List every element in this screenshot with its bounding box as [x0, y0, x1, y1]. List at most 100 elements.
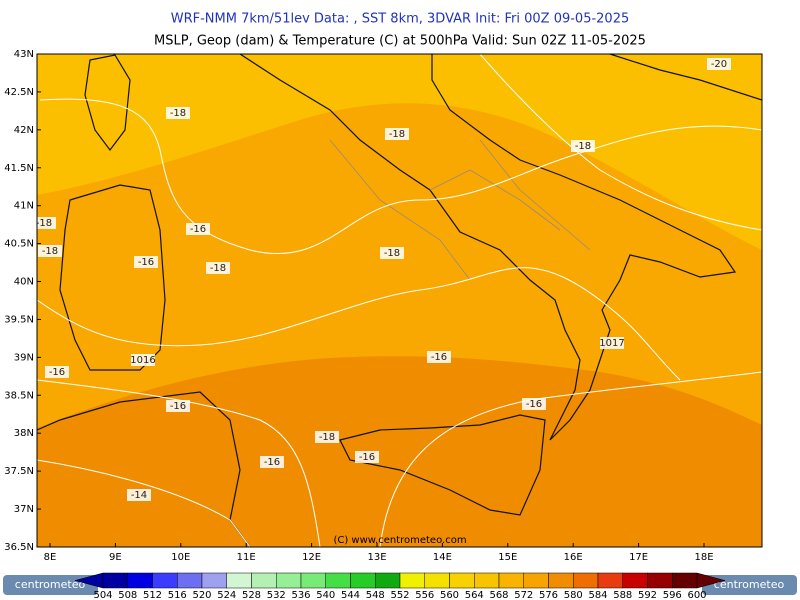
colorbar-label: 532 — [267, 590, 286, 600]
lon-label: 18E — [694, 552, 713, 563]
colorbar-label: 524 — [217, 590, 236, 600]
contour-label-bg — [37, 217, 56, 229]
coastline-italy — [239, 54, 737, 441]
lat-label: 42.5N — [4, 87, 34, 98]
colorbar-swatch — [474, 572, 500, 589]
colorbar-swatch — [127, 572, 153, 589]
colorbar-swatch — [548, 572, 574, 589]
lon-label: 14E — [433, 552, 452, 563]
colorbar-label: 504 — [93, 590, 112, 600]
contour-line — [37, 459, 251, 547]
contour-label: -18 — [384, 248, 400, 259]
colorbar-label: 552 — [390, 590, 409, 600]
contour-label-bg — [380, 247, 404, 259]
contour-label-bg — [45, 366, 69, 378]
lat-label: 37N — [14, 504, 34, 515]
contour-label-bg — [315, 431, 339, 443]
lon-label: 17E — [629, 552, 648, 563]
colorbar-swatch — [325, 572, 351, 589]
contour-label-bg — [131, 354, 155, 366]
contour-label-bg — [206, 262, 230, 274]
colorbar-label: 544 — [341, 590, 360, 600]
colorbar-label: 600 — [687, 590, 706, 600]
coastline-sicily — [339, 414, 546, 516]
contour-label: -18 — [389, 129, 405, 140]
contour-label-bg — [427, 351, 451, 363]
lon-label: 11E — [237, 552, 256, 563]
colorbar-label: 536 — [291, 590, 310, 600]
colorbar-label: 584 — [588, 590, 607, 600]
colorbar-swatch — [102, 572, 128, 589]
lat-label: 39.5N — [4, 314, 34, 325]
colorbar-label: 588 — [613, 590, 632, 600]
lat-label: 39N — [14, 352, 34, 363]
title-line2: MSLP, Geop (dam) & Temperature (C) at 50… — [154, 34, 646, 49]
contour-label-bg — [166, 107, 190, 119]
lon-label: 8E — [44, 552, 57, 563]
lat-label: 41.5N — [4, 163, 34, 174]
contour-line — [37, 379, 321, 547]
colorbar-swatch — [523, 572, 549, 589]
colorbar-label: 568 — [489, 590, 508, 600]
colorbar-label: 592 — [638, 590, 657, 600]
colorbar-swatch — [622, 572, 648, 589]
colorbar-label: 572 — [514, 590, 533, 600]
coastline-africa — [37, 391, 251, 547]
colorbar-swatch — [424, 572, 450, 589]
colorbar-label: 540 — [316, 590, 335, 600]
contour-label: -16 — [138, 257, 154, 268]
colorbar-swatch — [201, 572, 227, 589]
colorbar-swatch — [573, 572, 599, 589]
coastline-balkans — [609, 54, 762, 101]
contour-label: -18 — [210, 263, 226, 274]
contour-label-bg — [127, 489, 151, 501]
colorbar-label: 564 — [465, 590, 484, 600]
contour-label: -18 — [575, 141, 591, 152]
contour-label: 1017 — [599, 338, 624, 349]
colorbar-label: 508 — [118, 590, 137, 600]
lat-label: 38.5N — [4, 390, 34, 401]
lat-label: 42N — [14, 125, 34, 136]
colorbar-label: 516 — [168, 590, 187, 600]
colorbar-label: 528 — [242, 590, 261, 600]
colorbar-swatch — [498, 572, 524, 589]
contour-label: -18 — [42, 246, 58, 257]
contour-label: -16 — [359, 452, 375, 463]
lat-label: 41N — [14, 201, 34, 212]
contour-label: -16 — [526, 399, 542, 410]
axes: 43N 42.5N 42N 41.5N 41N 40.5N 40N 39.5N 39N 38.5N… — [4, 49, 713, 563]
colorbar: 504 508 512 516 520 524 528 532 536 540 544 548 552 5… — [74, 572, 726, 600]
colorbar-swatch — [672, 572, 698, 589]
logo-left: centrometeo — [15, 578, 86, 591]
colorbar-swatch — [177, 572, 203, 589]
contour-label-bg — [166, 400, 190, 412]
contour-label: -16 — [49, 367, 65, 378]
colorbar-label: 556 — [415, 590, 434, 600]
contour-label: -20 — [711, 59, 727, 70]
contour-label: -18 — [36, 218, 52, 229]
lon-label: 13E — [367, 552, 386, 563]
contour-label-bg — [260, 456, 284, 468]
contour-label: -14 — [131, 490, 147, 501]
colorbar-swatch — [597, 572, 623, 589]
contour-line — [37, 267, 681, 381]
contour-label-bg — [385, 128, 409, 140]
title-line1: WRF-NMM 7km/51lev Data: , SST 8km, 3DVAR… — [171, 12, 630, 27]
colorbar-label: 512 — [143, 590, 162, 600]
lon-label: 16E — [564, 552, 583, 563]
contour-label-bg — [600, 337, 624, 349]
contour-labels: -18 -18 -18 -18 -18 -18 -18 -18 -16 -16 -16 -16 -16 -… — [36, 58, 731, 501]
contour-label-bg — [522, 398, 546, 410]
lat-label: 40N — [14, 277, 34, 288]
colorbar-swatch — [276, 572, 302, 589]
contour-label-bg — [38, 245, 62, 257]
contour-label: 1016 — [130, 355, 155, 366]
contour-label: -18 — [170, 108, 186, 119]
contour-label-bg — [355, 451, 379, 463]
contour-label-bg — [571, 140, 595, 152]
colorbar-swatch — [647, 572, 673, 589]
contour-label: -16 — [190, 224, 206, 235]
colorbar-label: 580 — [564, 590, 583, 600]
lon-label: 12E — [302, 552, 321, 563]
colorbar-swatch — [251, 572, 277, 589]
